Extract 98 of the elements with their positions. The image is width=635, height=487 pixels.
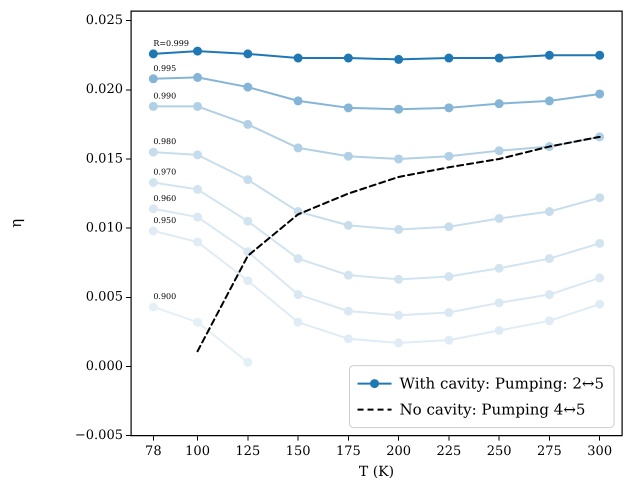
point <box>344 152 353 161</box>
x-tick-label: 200 <box>386 444 412 459</box>
legend-label: No cavity: Pumping 4↔5 <box>400 400 586 418</box>
point <box>544 254 554 264</box>
point <box>444 103 454 112</box>
point <box>394 338 404 348</box>
point <box>494 99 504 108</box>
point <box>148 49 158 58</box>
point <box>148 102 158 111</box>
point <box>344 270 353 280</box>
point <box>494 146 504 156</box>
point <box>193 184 202 194</box>
point <box>294 54 303 63</box>
annotation: R=0.999 <box>153 38 189 48</box>
y-tick-label: 0.010 <box>86 220 123 236</box>
y-axis-title: η <box>6 218 25 228</box>
series-label: 0.995 <box>153 64 176 73</box>
point <box>444 336 454 345</box>
point <box>243 276 252 286</box>
point <box>148 204 158 214</box>
point <box>148 178 158 187</box>
y-tick-label: 0.000 <box>86 358 123 374</box>
point <box>243 82 252 92</box>
point <box>444 54 454 63</box>
point <box>544 50 554 60</box>
y-tick-label: −0.005 <box>74 428 123 443</box>
point <box>344 306 353 316</box>
point <box>494 326 504 335</box>
point <box>193 150 202 160</box>
point <box>394 274 404 284</box>
point <box>595 89 604 98</box>
point <box>148 226 158 236</box>
point <box>148 302 158 312</box>
y-tick-label: 0.005 <box>86 290 123 305</box>
x-axis-title: T (K) <box>358 464 394 480</box>
series-label: 0.970 <box>153 168 176 177</box>
point <box>243 49 252 58</box>
series-label: 0.960 <box>153 194 176 203</box>
point <box>444 222 454 232</box>
point <box>294 318 303 327</box>
point <box>193 318 202 327</box>
x-tick-label: 175 <box>336 444 361 459</box>
y-tick-label: 0.015 <box>86 151 123 166</box>
point <box>193 72 202 82</box>
point <box>444 308 454 318</box>
point <box>148 74 158 84</box>
x-tick-label: 250 <box>486 444 512 459</box>
x-tick-label: 100 <box>185 444 210 459</box>
point <box>243 120 252 129</box>
point <box>148 148 158 157</box>
x-tick-label: 78 <box>145 444 162 459</box>
point <box>243 175 252 184</box>
point <box>444 152 454 161</box>
point <box>344 334 353 344</box>
point <box>544 207 554 216</box>
point <box>243 216 252 226</box>
y-tick-label: 0.025 <box>86 13 123 28</box>
point <box>243 358 252 367</box>
point <box>344 220 353 230</box>
point <box>193 46 202 56</box>
point <box>344 54 353 63</box>
point <box>193 212 202 222</box>
point <box>394 310 404 320</box>
legend-label: With cavity: Pumping: 2↔5 <box>400 374 604 392</box>
x-tick-label: 125 <box>235 444 260 459</box>
series-label: 0.950 <box>153 216 176 225</box>
point <box>494 214 504 223</box>
point <box>394 154 404 164</box>
point <box>294 143 303 152</box>
point <box>294 290 303 300</box>
x-tick-label: 225 <box>436 444 462 459</box>
point <box>595 50 604 60</box>
point <box>544 316 554 326</box>
point <box>544 290 554 300</box>
point <box>544 96 554 106</box>
point <box>344 103 353 112</box>
series-label: 0.990 <box>153 92 176 101</box>
series-label: 0.980 <box>153 137 176 146</box>
point <box>595 238 604 248</box>
point <box>595 300 604 309</box>
point <box>595 273 604 282</box>
point <box>394 104 404 114</box>
point <box>294 254 303 264</box>
series-label: 0.900 <box>153 292 176 302</box>
x-tick-label: 150 <box>286 444 310 459</box>
x-tick-label: 300 <box>587 444 612 459</box>
point <box>193 237 202 246</box>
x-tick-label: 275 <box>537 444 562 459</box>
point <box>394 54 404 64</box>
point <box>494 298 504 308</box>
point <box>394 225 404 234</box>
point <box>193 102 202 111</box>
point <box>494 264 504 273</box>
point <box>595 193 604 202</box>
point <box>444 272 454 282</box>
point <box>294 96 303 106</box>
y-tick-label: 0.020 <box>86 82 123 98</box>
point <box>494 54 504 63</box>
